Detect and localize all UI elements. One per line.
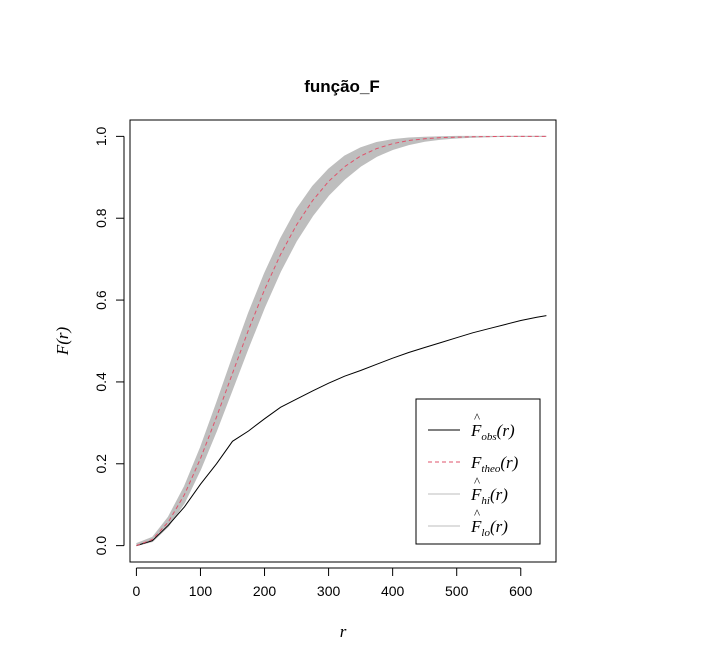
x-axis-label: r — [340, 622, 347, 641]
legend-box — [415, 398, 541, 545]
plot-frame — [129, 119, 557, 563]
legend-entry-theo: Ftheo(r) — [470, 453, 519, 475]
series-line-lo — [136, 135, 547, 547]
legend-entry-lo: ^Flo(r) — [470, 506, 508, 539]
legend-entry-obs: ^Fobs(r) — [470, 410, 515, 443]
y-tick-label: 1.0 — [93, 126, 109, 146]
x-axis: 0 100 200 300 400 500 600 — [133, 567, 533, 599]
x-tick-label: 600 — [509, 583, 533, 599]
series-line-hi — [136, 135, 547, 545]
legend: ^Fobs(r)Ftheo(r)^Fhi(r)^Flo(r) — [415, 398, 541, 545]
y-tick-label: 0.8 — [93, 208, 109, 228]
legend-hat: ^ — [474, 410, 480, 425]
chart-title: função_F — [304, 77, 380, 96]
x-tick-label: 500 — [445, 583, 469, 599]
legend-label-obs: Fobs(r) — [470, 421, 515, 443]
y-tick-label: 0.6 — [93, 290, 109, 310]
y-axis: 0.0 0.2 0.4 0.6 0.8 1.0 — [93, 126, 125, 556]
x-tick-label: 300 — [317, 583, 341, 599]
legend-hat: ^ — [474, 474, 480, 489]
legend-label-lo: Flo(r) — [470, 517, 508, 539]
x-tick-label: 0 — [133, 583, 141, 599]
legend-label-theo: Ftheo(r) — [470, 453, 519, 475]
y-tick-label: 0.2 — [93, 454, 109, 474]
x-tick-label: 100 — [189, 583, 213, 599]
x-tick-label: 400 — [381, 583, 405, 599]
series-line-theo — [136, 135, 547, 547]
legend-entry-hi: ^Fhi(r) — [470, 474, 508, 507]
y-tick-label: 0.4 — [93, 372, 109, 392]
envelope-band-group — [136, 136, 547, 546]
y-axis-label: F(r) — [53, 327, 72, 357]
x-tick-label: 200 — [253, 583, 277, 599]
y-tick-label: 0.0 — [93, 536, 109, 556]
series-line-obs — [136, 315, 547, 547]
series-lines-group — [136, 135, 547, 547]
envelope-band — [136, 136, 547, 546]
legend-label-hi: Fhi(r) — [470, 485, 508, 507]
legend-hat: ^ — [474, 506, 480, 521]
